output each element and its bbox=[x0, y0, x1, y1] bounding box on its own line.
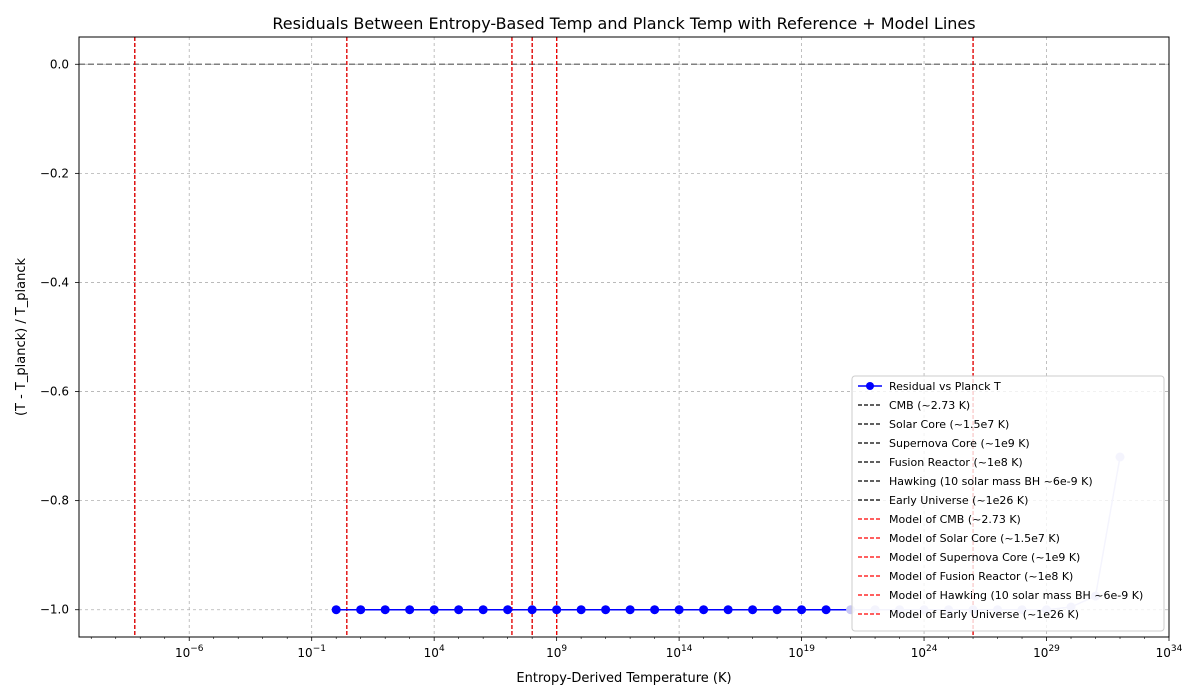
legend: Residual vs Planck T CMB (~2.73 K) Solar C… bbox=[851, 375, 1165, 632]
residual-point bbox=[478, 605, 488, 615]
legend-label: Solar Core (~1.5e7 K) bbox=[889, 418, 1009, 431]
legend-label: Model of Solar Core (~1.5e7 K) bbox=[889, 532, 1060, 545]
x-tick-label: 1034 bbox=[1156, 644, 1183, 660]
x-axis-label: Entropy-Derived Temperature (K) bbox=[516, 671, 731, 686]
y-tick-label: −0.8 bbox=[40, 494, 69, 508]
plot-frame bbox=[78, 36, 1170, 638]
residual-point bbox=[405, 605, 415, 615]
residual-point bbox=[503, 605, 513, 615]
legend-label: Model of Supernova Core (~1e9 K) bbox=[889, 551, 1080, 564]
y-tick-label: −0.2 bbox=[40, 166, 69, 180]
legend-label: Supernova Core (~1e9 K) bbox=[889, 437, 1030, 450]
x-tick-label: 1029 bbox=[1033, 644, 1060, 660]
x-tick-label: 109 bbox=[546, 644, 567, 660]
vertical-lines bbox=[79, 37, 1169, 637]
residual-point bbox=[601, 605, 611, 615]
residual-point bbox=[797, 605, 807, 615]
legend-label: Model of Early Universe (~1e26 K) bbox=[889, 608, 1079, 621]
y-tick-label: −0.4 bbox=[40, 275, 69, 289]
y-axis-label: (T - T_planck) / T_planck bbox=[14, 258, 29, 417]
legend-label: Fusion Reactor (~1e8 K) bbox=[889, 456, 1023, 469]
residual-point bbox=[356, 605, 366, 615]
legend-label: Hawking (10 solar mass BH ~6e-9 K) bbox=[889, 475, 1093, 488]
residual-point bbox=[821, 605, 831, 615]
residual-point bbox=[772, 605, 782, 615]
y-tick-label: 0.0 bbox=[50, 57, 69, 71]
legend-swatch-marker bbox=[866, 382, 874, 390]
residual-point bbox=[674, 605, 684, 615]
y-tick-label: −1.0 bbox=[40, 603, 69, 617]
legend-label: Early Universe (~1e26 K) bbox=[889, 494, 1028, 507]
residual-point bbox=[650, 605, 660, 615]
residual-point bbox=[699, 605, 709, 615]
x-tick-label: 104 bbox=[424, 644, 445, 660]
legend-label: Residual vs Planck T bbox=[889, 380, 1001, 393]
legend-label: Model of Fusion Reactor (~1e8 K) bbox=[889, 570, 1073, 583]
legend-label: Model of CMB (~2.73 K) bbox=[889, 513, 1021, 526]
x-tick-label: 10−1 bbox=[297, 644, 326, 660]
x-tick-label: 1024 bbox=[911, 644, 938, 660]
residual-point bbox=[576, 605, 586, 615]
axis-ticks: 10−6 10−1 104 109 1014 1019 1024 1029 1034 0.0 −0.… bbox=[40, 57, 1183, 660]
residual-point bbox=[527, 605, 537, 615]
x-tick-label: 1019 bbox=[788, 644, 815, 660]
legend-label: Model of Hawking (10 solar mass BH ~6e-9… bbox=[889, 589, 1143, 602]
x-tick-label: 1014 bbox=[666, 644, 693, 660]
legend-box bbox=[851, 375, 1165, 632]
residual-point bbox=[748, 605, 758, 615]
residual-point bbox=[625, 605, 635, 615]
residual-point bbox=[429, 605, 439, 615]
x-tick-label: 10−6 bbox=[175, 644, 204, 660]
residual-point bbox=[380, 605, 390, 615]
residual-point bbox=[331, 605, 341, 615]
residual-point bbox=[723, 605, 733, 615]
residual-point bbox=[454, 605, 464, 615]
y-tick-label: −0.6 bbox=[40, 385, 69, 399]
residual-point bbox=[552, 605, 562, 615]
legend-label: CMB (~2.73 K) bbox=[889, 399, 970, 412]
chart-title: Residuals Between Entropy-Based Temp and… bbox=[272, 14, 975, 33]
